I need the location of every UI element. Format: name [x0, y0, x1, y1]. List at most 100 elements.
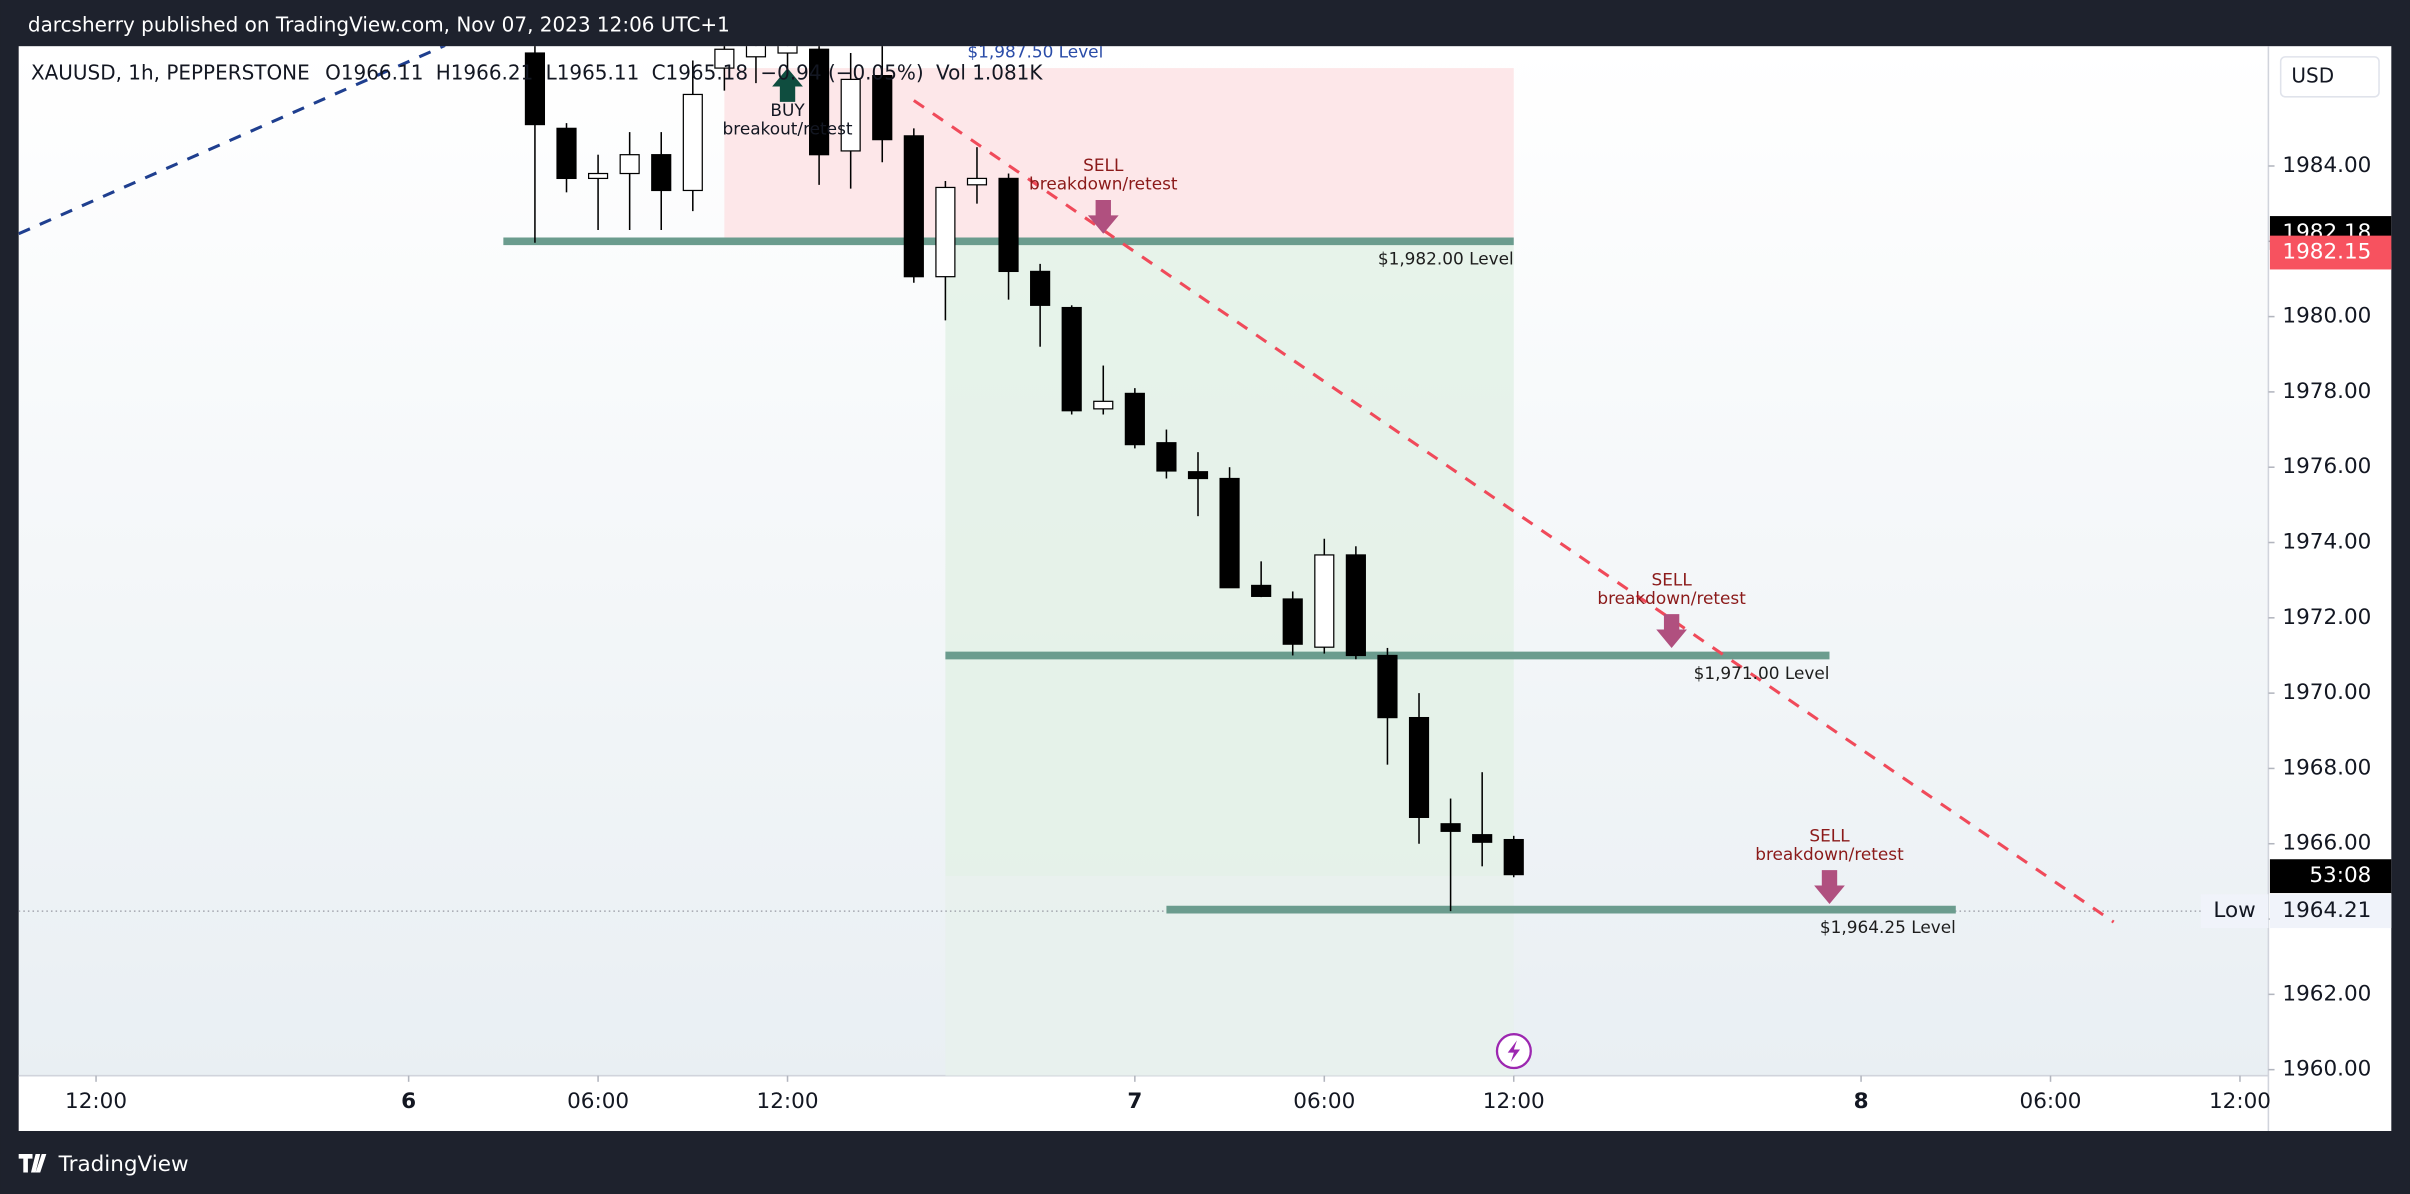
candle-body: [1030, 270, 1051, 306]
candle-body: [556, 127, 577, 180]
candle-body: [1440, 823, 1461, 832]
legend-item: Vol 1.081K: [936, 60, 1043, 84]
candle-body: [1472, 834, 1493, 843]
signal-label: SELL: [1083, 155, 1124, 175]
axes: 1960.001962.001964.001966.001968.001970.…: [65, 153, 2392, 1114]
candle-body: [587, 172, 609, 180]
x-tick-label: 12:00: [757, 1089, 819, 1114]
candle-body: [966, 177, 988, 186]
plot: $1,987.50 Level $1,982.00 Level $1,971.00 …: [18, 42, 2269, 1076]
candle-body: [619, 154, 640, 175]
signal-arrow: [1656, 614, 1687, 648]
low-label-box: [2200, 894, 2269, 929]
y-tick-label: 1966.00: [2282, 831, 2371, 856]
candle-body: [1345, 554, 1366, 657]
alert-icon: [1495, 1033, 1532, 1070]
x-tick-label: 12:00: [65, 1089, 127, 1114]
y-tick-label: 1960.00: [2282, 1057, 2371, 1082]
y-tick-label: 1962.00: [2282, 981, 2371, 1006]
candle-body: [1061, 306, 1082, 412]
candle-body: [840, 78, 861, 152]
candle-body: [1377, 654, 1398, 719]
candle-body: [682, 93, 703, 192]
x-tick-label: 7: [1127, 1089, 1142, 1114]
trendline: [912, 99, 2115, 924]
candle-body: [903, 135, 924, 278]
candle-body: [872, 75, 893, 141]
level-label: $1,971.00 Level: [1694, 663, 1830, 683]
y-tick-label: 1968.00: [2282, 755, 2371, 780]
signal-arrow: [772, 68, 803, 102]
candle-body: [998, 177, 1019, 273]
low-value: 1964.21: [2282, 898, 2371, 923]
candle-body: [777, 46, 798, 54]
legend-item: C1965.18: [652, 60, 749, 84]
signal-label: SELL: [1652, 569, 1693, 589]
legend-item: −0.94 (−0.05%): [760, 60, 923, 84]
publisher: darcsherry published on TradingView.com,…: [28, 13, 730, 37]
candle-body: [524, 52, 546, 126]
x-tick-label: 06:00: [1293, 1089, 1355, 1114]
signal-note: breakdown/retest: [1029, 174, 1178, 194]
candle-body: [1093, 400, 1114, 410]
candle-body: [809, 48, 830, 156]
top-bar: [0, 0, 2410, 47]
symbol: XAUUSD, 1h, PEPPERSTONE: [31, 60, 310, 84]
legend-item: H1966.21: [436, 60, 534, 84]
y-tick-label: 1978.00: [2282, 379, 2371, 404]
time-axis: [18, 1075, 2269, 1131]
low-label: Low: [2213, 898, 2255, 923]
price-label: 1982.15: [2282, 240, 2371, 265]
signal-label: SELL: [1809, 825, 1850, 845]
y-tick-label: 1980.00: [2282, 304, 2371, 329]
candle-body: [1187, 471, 1209, 480]
brand: TradingView: [58, 1152, 189, 1177]
candle-body: [714, 48, 735, 69]
y-tick-label: 1974.00: [2282, 530, 2371, 555]
countdown: 53:08: [2309, 863, 2371, 888]
x-tick-label: 12:00: [2209, 1089, 2271, 1114]
signal-arrow: [1087, 199, 1119, 234]
trendline: [18, 46, 446, 236]
price-label-box: [2269, 235, 2392, 270]
signal-arrow: [1814, 870, 1845, 904]
candle-body: [1408, 716, 1430, 818]
legend-item: O1966.11: [325, 60, 423, 84]
level-label: $1,987.50 Level: [967, 42, 1103, 62]
level-label: $1,982.00 Level: [1378, 249, 1514, 269]
candle-body: [1156, 442, 1177, 472]
signal-note: breakdown/retest: [1755, 844, 1904, 864]
x-tick-label: 6: [401, 1089, 416, 1114]
y-tick-label: 1976.00: [2282, 454, 2371, 479]
signal-label: BUY: [770, 100, 805, 120]
price-axis: [2268, 46, 2392, 1131]
currency[interactable]: USD: [2291, 63, 2334, 87]
candle-body: [745, 46, 767, 58]
x-tick-label: 12:00: [1483, 1089, 1545, 1114]
logo: [18, 1154, 47, 1173]
level-label: $1,964.25 Level: [1820, 917, 1956, 937]
legend-item: L1965.11: [546, 60, 640, 84]
candle-body: [1124, 392, 1145, 446]
x-tick-label: 06:00: [2020, 1089, 2082, 1114]
legend: XAUUSD, 1h, PEPPERSTONE O1966.11 H1966.21 L…: [31, 60, 1043, 84]
y-tick-label: 1972.00: [2282, 605, 2371, 630]
currency-box[interactable]: [2279, 56, 2380, 98]
countdown-box: [2269, 859, 2392, 894]
x-tick-label: 8: [1854, 1089, 1869, 1114]
candle-body: [651, 154, 672, 192]
signal-note: breakdown/retest: [1597, 588, 1746, 608]
x-tick-label: 06:00: [567, 1089, 629, 1114]
y-tick-label: 1984.00: [2282, 153, 2371, 178]
candle-body: [1251, 584, 1272, 597]
low-value-box: [2269, 894, 2392, 929]
y-tick-label: 1970.00: [2282, 680, 2371, 705]
candle-body: [1503, 838, 1524, 876]
candle-body: [1219, 477, 1240, 589]
signal-note: breakout/retest: [723, 119, 853, 139]
candle-body: [1282, 598, 1303, 645]
candle-body: [935, 186, 956, 278]
candle-body: [1314, 554, 1335, 648]
